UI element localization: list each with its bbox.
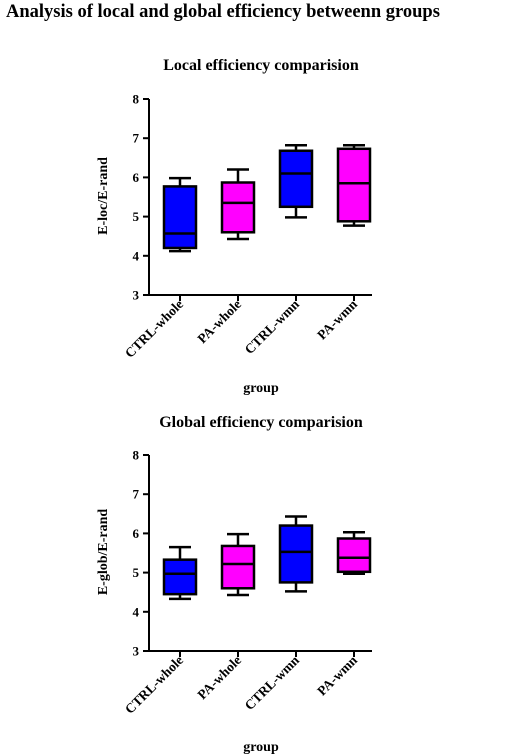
- box-ctrl-wmn: [278, 149, 314, 209]
- y-tick-label: 3: [133, 644, 140, 659]
- y-axis-label: E-glob/E-rand: [96, 509, 111, 596]
- x-tick-label: PA-wmn: [314, 652, 360, 698]
- x-tick-label: CTRL-whole: [122, 653, 186, 717]
- y-tick-label: 8: [133, 92, 140, 107]
- box-ctrl-wmn: [278, 524, 314, 584]
- y-tick-label: 4: [133, 248, 140, 263]
- x-axis-label: group: [243, 381, 279, 396]
- box-pa-wmn: [336, 147, 372, 223]
- x-tick-label: CTRL-wmn: [242, 296, 303, 357]
- local-efficiency-panel: Local efficiency comparision E-loc/E-ran…: [96, 57, 372, 396]
- x-tick-label: CTRL-whole: [122, 297, 186, 361]
- y-tick-label: 4: [133, 604, 140, 619]
- x-axis-label: group: [243, 740, 279, 755]
- y-tick-label: 6: [133, 170, 140, 185]
- y-tick-label: 5: [133, 209, 140, 224]
- box-pa-whole: [220, 181, 256, 234]
- global-efficiency-panel: Global efficiency comparision E-glob/E-r…: [96, 414, 372, 755]
- x-tick-label: PA-whole: [194, 297, 244, 347]
- y-tick-label: 7: [133, 131, 140, 146]
- box-pa-wmn: [336, 537, 372, 574]
- y-tick-label: 8: [133, 448, 140, 463]
- y-tick-label: 5: [133, 565, 140, 580]
- box-pa-whole: [220, 544, 256, 590]
- figure-title: Analysis of local and global efficiency …: [6, 2, 440, 22]
- y-tick-label: 3: [133, 288, 140, 303]
- x-tick-label: CTRL-wmn: [242, 652, 303, 713]
- panel-title: Local efficiency comparision: [163, 57, 359, 74]
- y-axis-label: E-loc/E-rand: [96, 157, 111, 235]
- box-ctrl-whole: [162, 558, 198, 596]
- panel-title: Global efficiency comparision: [159, 414, 363, 431]
- y-tick-label: 6: [133, 526, 140, 541]
- x-tick-label: PA-wmn: [314, 296, 360, 342]
- y-tick-label: 7: [133, 487, 140, 502]
- x-tick-label: PA-whole: [194, 653, 244, 703]
- box-ctrl-whole: [162, 185, 198, 250]
